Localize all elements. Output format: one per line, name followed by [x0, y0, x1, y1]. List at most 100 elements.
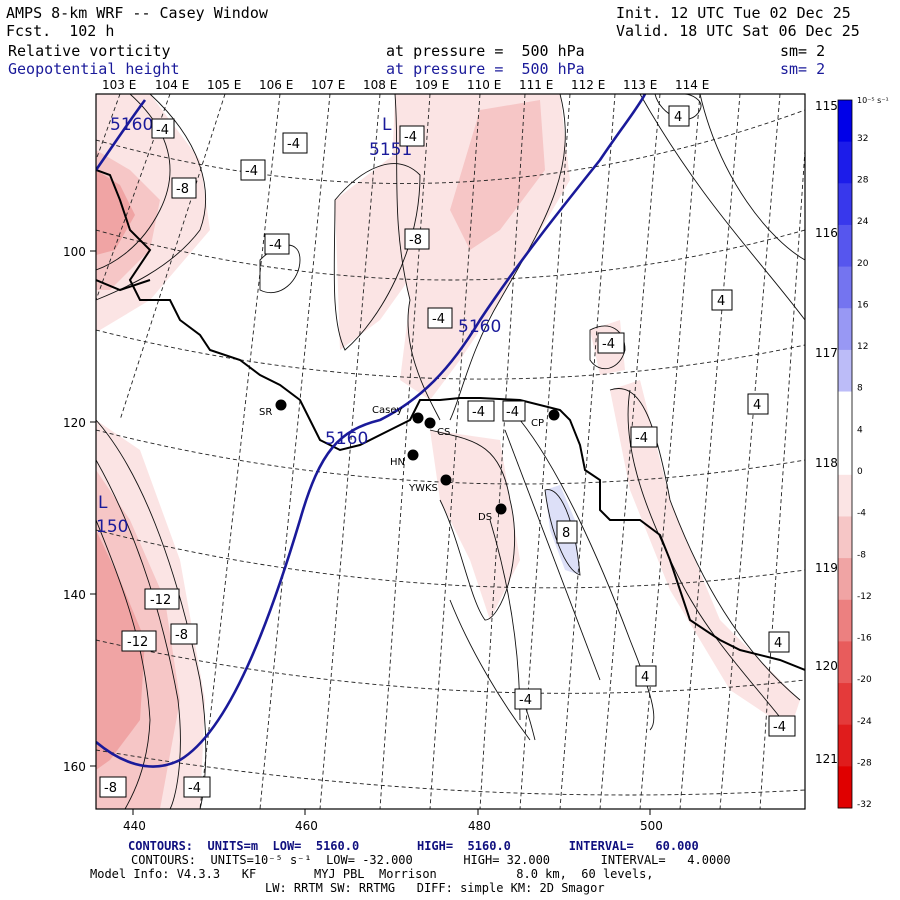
colorbar-swatch — [838, 599, 852, 642]
svg-text:Casey: Casey — [372, 405, 402, 416]
forecast-hour: Fcst. 102 h — [6, 22, 115, 40]
colorbar-swatch — [838, 183, 852, 226]
svg-text:-4: -4 — [432, 312, 445, 327]
lon-label: 108 E — [363, 78, 397, 92]
vort-label: -8 — [171, 177, 197, 199]
colorbar-swatch — [838, 100, 852, 143]
vort-label: -8 — [99, 776, 127, 798]
vort-label: -4 — [151, 118, 175, 139]
field2-name: Geopotential height — [8, 60, 180, 78]
init-time: Init. 12 UTC Tue 02 Dec 25 — [616, 4, 851, 22]
colorbar-label: 24 — [857, 217, 869, 227]
vort-label: -12 — [144, 588, 180, 610]
axis-ticks — [90, 250, 651, 815]
colorbar-label: -32 — [857, 800, 872, 810]
vort-label: 4 — [747, 393, 769, 415]
colorbar-label: -24 — [857, 717, 872, 727]
lon-label: 105 E — [207, 78, 241, 92]
model-title: AMPS 8-km WRF -- Casey Window — [6, 4, 268, 22]
svg-text:-8: -8 — [104, 781, 117, 796]
vort-label: 4 — [768, 631, 790, 653]
height-contours — [96, 94, 647, 768]
model-info: Model Info: V4.3.3 KF MYJ PBL Morrison 8… — [90, 867, 654, 881]
vort-label: -4 — [427, 307, 453, 329]
colorbar: 32 28 24 20 16 12 8 4 0 -4 -8 -12 -16 -20 -24 -28 -32 — [837, 99, 872, 810]
y-tick-label: 160 — [63, 760, 86, 774]
vort-fill-central-strong — [450, 100, 545, 250]
svg-text:4: 4 — [753, 398, 761, 413]
colorbar-swatch — [838, 308, 852, 351]
colorbar-label: 8 — [857, 384, 863, 394]
y-tick-label: 120 — [63, 416, 86, 430]
svg-text:4: 4 — [674, 110, 682, 125]
x-tick-label: 500 — [640, 819, 663, 833]
height-contour-info: CONTOURS: UNITS=m LOW= 5160.0 HIGH= 5160… — [128, 839, 699, 853]
vorticity-shading — [96, 94, 800, 809]
colorbar-swatch — [838, 433, 852, 476]
colorbar-frame — [837, 99, 853, 809]
x-tick-label: 440 — [123, 819, 146, 833]
coastline — [96, 169, 805, 671]
vort-fill-east — [610, 380, 800, 730]
station-cp: CP — [531, 409, 560, 429]
height-contour-5160-main — [96, 94, 647, 768]
lon-label: 114 E — [675, 78, 709, 92]
colorbar-swatch — [838, 474, 852, 517]
colorbar-swatch — [838, 141, 852, 184]
svg-text:-4: -4 — [635, 431, 648, 446]
svg-text:HN: HN — [390, 457, 405, 468]
svg-text:-4: -4 — [404, 130, 417, 145]
vort-label: -4 — [630, 426, 658, 448]
x-tick-label: 480 — [468, 819, 491, 833]
lon-label: 109 E — [415, 78, 449, 92]
vort-label: -8 — [170, 623, 198, 645]
svg-text:-4: -4 — [287, 137, 300, 152]
station-sr: SR — [259, 399, 287, 418]
vort-label: -4 — [183, 776, 211, 798]
svg-text:-4: -4 — [156, 123, 169, 138]
vort-label: -4 — [768, 715, 796, 737]
vort-label: 4 — [668, 105, 690, 127]
colorbar-swatch — [838, 516, 852, 559]
svg-text:-4: -4 — [188, 781, 201, 796]
valid-time: Valid. 18 UTC Sat 06 Dec 25 — [616, 22, 860, 40]
vort-label: -4 — [597, 332, 625, 354]
colorbar-label: 0 — [857, 467, 863, 477]
y-tick-label: 140 — [63, 588, 86, 602]
colorbar-label: 32 — [857, 134, 868, 144]
vorticity-labels: -4 -4 -8 -4 -4 -8 -4 -4 4 -4 -4 -4 4 -4 … — [99, 105, 796, 798]
svg-text:-4: -4 — [506, 405, 519, 420]
svg-text:4: 4 — [641, 670, 649, 685]
svg-text:YWKS: YWKS — [408, 483, 438, 494]
lon-label: 103 E — [102, 78, 136, 92]
station-cs: CS — [424, 417, 450, 438]
colorbar-swatch — [838, 391, 852, 434]
stations: SR Casey CS CP HN YWKS DS — [259, 399, 560, 523]
colorbar-unit: 10⁻⁵ s⁻¹ — [857, 96, 889, 105]
plot-frame — [95, 93, 806, 810]
colorbar-swatch — [838, 558, 852, 601]
svg-text:-4: -4 — [269, 238, 282, 253]
colorbar-swatch — [838, 641, 852, 684]
svg-text:-12: -12 — [127, 635, 148, 650]
vort-label: 4 — [711, 289, 733, 311]
vort-label: -4 — [264, 233, 290, 255]
colorbar-label: -8 — [857, 550, 866, 560]
vort-fill-mid — [335, 150, 430, 350]
svg-text:4: 4 — [774, 636, 782, 651]
svg-text:-8: -8 — [176, 182, 189, 197]
colorbar-label: -4 — [857, 509, 866, 519]
svg-text:8: 8 — [562, 526, 570, 541]
svg-text:-8: -8 — [175, 628, 188, 643]
colorbar-label: 20 — [857, 259, 869, 269]
svg-text:-4: -4 — [773, 720, 786, 735]
vort-fill-sw-core — [96, 530, 145, 770]
physics-info: LW: RRTM SW: RRTMG DIFF: simple KM: 2D S… — [265, 881, 605, 895]
vort-fill-west-core — [96, 170, 135, 255]
low-marker: L — [98, 493, 108, 513]
height-label: 5160 — [110, 115, 153, 135]
colorbar-swatch — [838, 724, 852, 767]
svg-text:SR: SR — [259, 407, 272, 418]
field2-level: at pressure = 500 hPa — [386, 60, 585, 78]
